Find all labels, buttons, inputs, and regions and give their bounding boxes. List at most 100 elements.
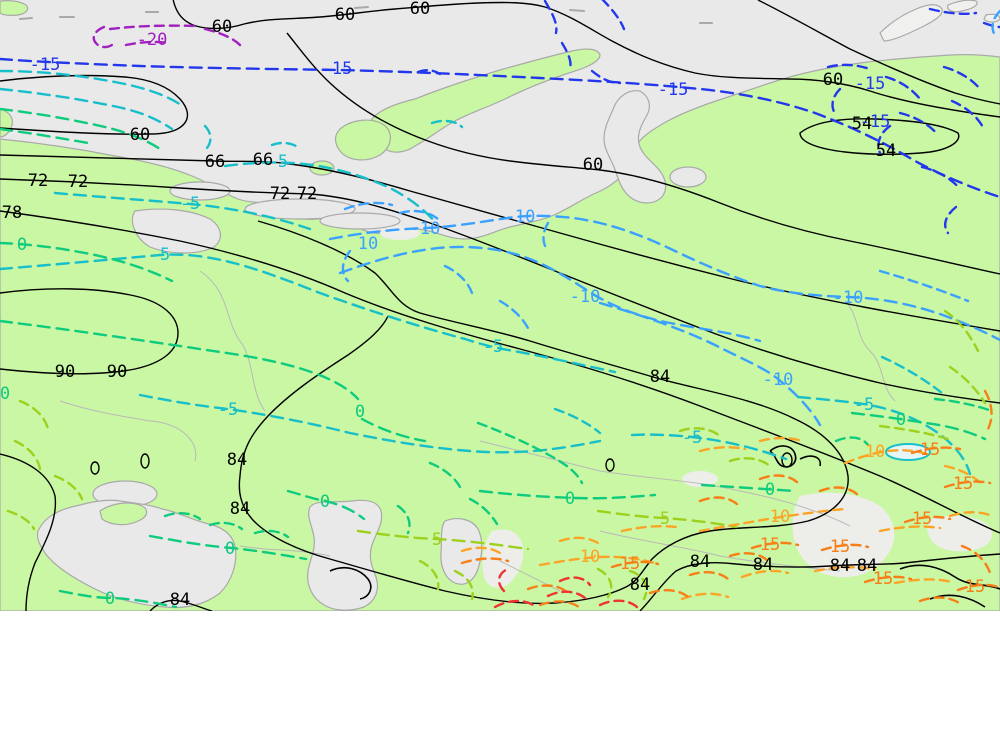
temp-15-c: [903, 515, 952, 524]
contour-72: [0, 178, 1000, 404]
temp-10-a: [538, 555, 657, 567]
temp--5-baltic: [223, 161, 438, 225]
contour-label: 84: [857, 556, 877, 576]
temp-5-d: [943, 309, 980, 353]
contour-60-top: [172, 0, 1000, 118]
temp-20-a: [493, 599, 538, 609]
temp-20-d: [558, 576, 592, 587]
temperature-contour-layer: [0, 0, 1000, 610]
temp-10-g: [878, 525, 942, 533]
contour-84-loop: [238, 220, 849, 605]
temp--15-seg-9: [884, 75, 922, 101]
temp-0-seg-7: [428, 461, 464, 493]
temp-0-seg-8: [468, 497, 499, 526]
border-line-3: [479, 440, 851, 527]
temp-0-coast-2: [208, 521, 244, 531]
temp--10-south: [338, 245, 762, 343]
temp--15-seg-11: [898, 111, 940, 137]
contour-label: -5: [682, 428, 702, 448]
terrain-wiggle-pontic: [329, 567, 372, 600]
contour-label: 54: [852, 114, 872, 134]
temp-15-o: [983, 389, 993, 431]
black-sea: [36, 499, 237, 609]
temp-15-s: [960, 544, 992, 575]
temp--10-seg-8: [991, 9, 1000, 39]
temp--10-main: [328, 214, 1000, 342]
contour-label: 15: [760, 535, 780, 555]
temp--20-a: [108, 24, 197, 31]
temp-0-seg-12: [834, 436, 870, 447]
micro-contour-3: [605, 458, 615, 472]
temp--15-seg-7: [416, 69, 442, 76]
temp--5-long: [0, 253, 617, 374]
temp-15-g: [863, 575, 913, 584]
temp-0-coast-1: [163, 511, 202, 521]
contour-60-hairpin: [0, 74, 189, 135]
temp-5-a: [356, 529, 530, 551]
temp-15-d: [750, 541, 800, 550]
temp--15-main: [0, 57, 1000, 199]
contour-label: -5: [218, 400, 238, 420]
contour-label: 72: [68, 172, 88, 192]
temp--10-seg-5: [498, 299, 532, 335]
contour-label: 0: [896, 410, 906, 430]
temp-15-h: [956, 583, 1000, 592]
contour-label: 84: [753, 555, 773, 575]
gulf-of-finland: [244, 198, 356, 220]
contour-label: -5: [483, 337, 503, 357]
temp--5-seg-4: [880, 355, 944, 395]
temp-5-k: [728, 457, 772, 468]
temp-0-seg-6: [286, 489, 366, 521]
contour-label: 10: [358, 234, 378, 254]
temp-10-e: [758, 436, 804, 443]
temp-15-l: [728, 552, 770, 563]
gulf-of-bothnia: [319, 212, 401, 230]
pale-patch-kazakh: [792, 492, 895, 578]
temp-5-f: [418, 559, 440, 591]
temp--5-south-2: [630, 433, 788, 461]
temp--15-seg-16: [944, 205, 958, 235]
temp-10-d: [698, 446, 747, 453]
border-line-1: [199, 270, 266, 412]
contour-label: 60: [410, 0, 430, 19]
temp-15-e: [820, 543, 870, 552]
contour-label: -15: [860, 112, 891, 132]
contour-label: -15: [322, 59, 353, 79]
contour-label: 15: [620, 554, 640, 574]
temp-0-main-b: [360, 417, 427, 443]
temp-10-m: [680, 592, 730, 601]
temp--5-hairpin-upper: [0, 69, 186, 109]
temp-15-i: [698, 496, 740, 507]
contour-label: 0: [320, 492, 330, 512]
novaya-zemlya-north: [947, 0, 978, 13]
contour-label: 15: [965, 577, 985, 597]
temp-15-a: [910, 446, 962, 455]
micro-contour-1: [90, 461, 100, 475]
white-sea: [603, 90, 667, 204]
temp--10-seg-4: [443, 264, 474, 295]
temp-0-seg-1: [478, 489, 657, 500]
scandinavia: [370, 48, 601, 153]
contour-label: 60: [583, 155, 603, 175]
temp--5-seg-2: [270, 141, 302, 151]
contour-label: 0: [17, 235, 27, 255]
temp-0-coast-3: [253, 529, 290, 539]
contour-label: 90: [107, 362, 127, 382]
caption-bar: Height/Temp. 925 hPa [gdpm] ECMWF Sa 22-…: [0, 640, 1000, 733]
temp--5-east: [796, 395, 972, 476]
contour-label: 84: [690, 552, 710, 572]
contour-label: 60: [335, 5, 355, 25]
contour-label: -15: [30, 55, 61, 75]
contour-label: 15: [912, 509, 932, 529]
islet-mark-1: [19, 17, 33, 20]
temp--5-seg-5: [553, 407, 602, 435]
temp-0-seg-3: [850, 411, 987, 441]
contour-label: 5: [278, 152, 288, 172]
temp-15-f: [610, 560, 660, 569]
temp-0-leftmid: [0, 241, 174, 283]
temp-5-w1: [18, 399, 50, 431]
border-line-4: [844, 300, 896, 402]
temp-5-j: [678, 427, 722, 438]
